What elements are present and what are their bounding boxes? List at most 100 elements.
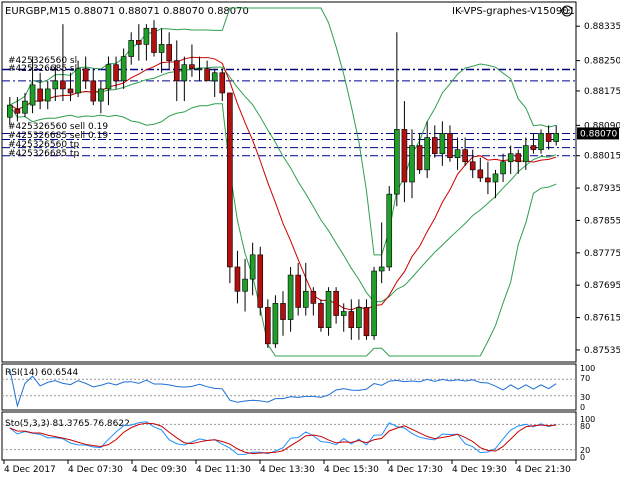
candle-body xyxy=(67,88,74,94)
current-price-label: 0.88070 xyxy=(580,129,617,139)
candle-body xyxy=(204,68,210,82)
rsi-line xyxy=(9,368,557,408)
candle-body xyxy=(265,307,271,345)
current-price-badge xyxy=(577,127,619,140)
stoch-signal-line xyxy=(9,422,557,455)
bollinger-upper-band xyxy=(9,7,557,256)
time-axis-label: 4 Dec 15:30 xyxy=(324,465,379,475)
candle-body xyxy=(113,64,119,82)
order-label-sl-1: #425326560 sl xyxy=(8,56,77,66)
candle-body xyxy=(416,145,423,171)
candle-body xyxy=(29,84,36,106)
candle-body xyxy=(120,56,127,82)
candle-body xyxy=(363,307,370,337)
candle-body xyxy=(492,173,499,183)
candle-body xyxy=(158,44,165,53)
price-axis-label: 0.87775 xyxy=(584,249,620,259)
candle-body xyxy=(454,149,461,159)
order-label-sell-1: #425326560 sell 0.19 xyxy=(8,122,108,132)
candle-body xyxy=(44,88,51,102)
candle-body xyxy=(394,129,400,195)
rsi-level-30: 30 xyxy=(580,393,590,402)
price-axis-label: 0.88335 xyxy=(584,22,620,32)
candle-body xyxy=(105,64,112,90)
rsi-title: RSI(14) 60.6544 xyxy=(5,368,78,378)
time-axis-label: 4 Dec 19:30 xyxy=(452,465,507,475)
candle-body xyxy=(302,290,309,308)
bollinger-lower-band xyxy=(9,103,557,357)
price-axis-label: 0.88175 xyxy=(584,87,620,97)
candle-body xyxy=(22,100,28,114)
candle-body xyxy=(439,133,446,154)
candle-body xyxy=(371,270,377,337)
price-axis-label: 0.88090 xyxy=(584,121,620,131)
candle-body xyxy=(219,72,226,94)
candle-body xyxy=(333,290,339,316)
candle-body xyxy=(280,303,286,320)
candle-body xyxy=(242,278,248,292)
candle-body xyxy=(173,60,180,82)
order-label-sl-2: #425326685 sl xyxy=(8,64,77,74)
candle-body xyxy=(530,145,537,150)
rsi-level-70: 70 xyxy=(580,374,590,383)
candle-body xyxy=(515,153,522,163)
order-label-tp-1: #425326560 tp xyxy=(8,140,79,150)
expert-label: IK-VPS-graphes-V150901 xyxy=(452,6,575,17)
candle-body xyxy=(75,68,81,94)
time-axis-label: 4 Dec 2017 xyxy=(4,465,56,475)
price-axis-label: 0.88015 xyxy=(584,152,620,162)
candle-body xyxy=(257,254,264,308)
candle-body xyxy=(234,266,241,292)
candle-body xyxy=(378,266,385,272)
stoch-main-line xyxy=(9,421,557,455)
candle-body xyxy=(431,137,438,154)
candle-body xyxy=(90,80,97,102)
order-label-sell-2: #425326685 sell 0.19 xyxy=(8,131,108,141)
rsi-level-0: 0 xyxy=(580,403,585,412)
candle-body xyxy=(249,254,256,280)
candle-body xyxy=(409,145,415,183)
price-axis-label: 0.87855 xyxy=(584,216,620,226)
rsi-level-100: 100 xyxy=(580,364,595,373)
candle-body xyxy=(424,137,430,171)
candle-body xyxy=(318,303,324,328)
stoch-level-20: 20 xyxy=(580,446,590,455)
stoch-level-0: 0 xyxy=(580,453,585,462)
candle-body xyxy=(166,44,172,61)
candle-body xyxy=(295,274,301,308)
candle-body xyxy=(128,40,135,57)
time-axis-label: 4 Dec 09:30 xyxy=(132,465,187,475)
candle-body xyxy=(545,133,552,142)
candle-body xyxy=(500,161,506,175)
smiley-icon[interactable] xyxy=(561,5,573,17)
candle-body xyxy=(325,290,332,328)
time-axis-label: 4 Dec 07:30 xyxy=(68,465,123,475)
candle-body xyxy=(553,133,560,142)
candle-body xyxy=(143,27,150,45)
stoch-level-80: 80 xyxy=(580,422,590,431)
candle-body xyxy=(181,64,188,82)
candle-body xyxy=(196,68,203,70)
candle-body xyxy=(60,80,66,90)
candle-body xyxy=(52,80,59,90)
candle-body xyxy=(386,193,393,268)
stoch-level-100: 100 xyxy=(580,415,595,424)
candle-body xyxy=(82,68,89,82)
time-axis-label: 4 Dec 13:30 xyxy=(260,465,315,475)
candle-body xyxy=(356,307,362,328)
candle-body xyxy=(538,133,544,150)
candle-body xyxy=(151,27,157,53)
candle-body xyxy=(98,88,104,102)
price-axis-label: 0.87695 xyxy=(584,281,620,291)
candle-body xyxy=(14,108,21,114)
candle-body xyxy=(227,92,233,268)
candle-body xyxy=(340,311,347,316)
candle-body xyxy=(469,161,476,171)
candle-body xyxy=(523,145,529,163)
price-axis-label: 0.87615 xyxy=(584,314,620,324)
candle-body xyxy=(310,290,317,304)
price-axis-label: 0.87535 xyxy=(584,346,620,356)
candle-body xyxy=(189,64,195,69)
